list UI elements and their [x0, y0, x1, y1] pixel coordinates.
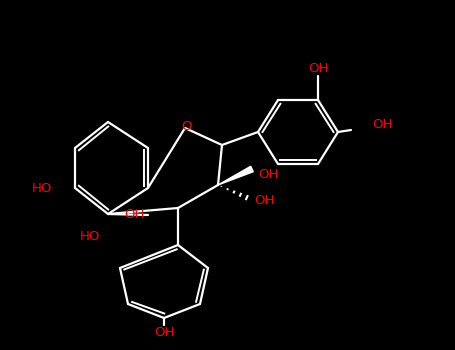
- Text: OH: OH: [372, 119, 392, 132]
- Text: HO: HO: [32, 182, 52, 195]
- Text: OH: OH: [308, 62, 328, 75]
- Text: OH: OH: [258, 168, 278, 181]
- Text: O: O: [181, 120, 191, 133]
- Text: HO: HO: [80, 230, 100, 243]
- Text: OH: OH: [254, 194, 274, 206]
- Text: OH: OH: [125, 209, 145, 222]
- Text: OH: OH: [154, 326, 174, 338]
- Polygon shape: [218, 166, 253, 185]
